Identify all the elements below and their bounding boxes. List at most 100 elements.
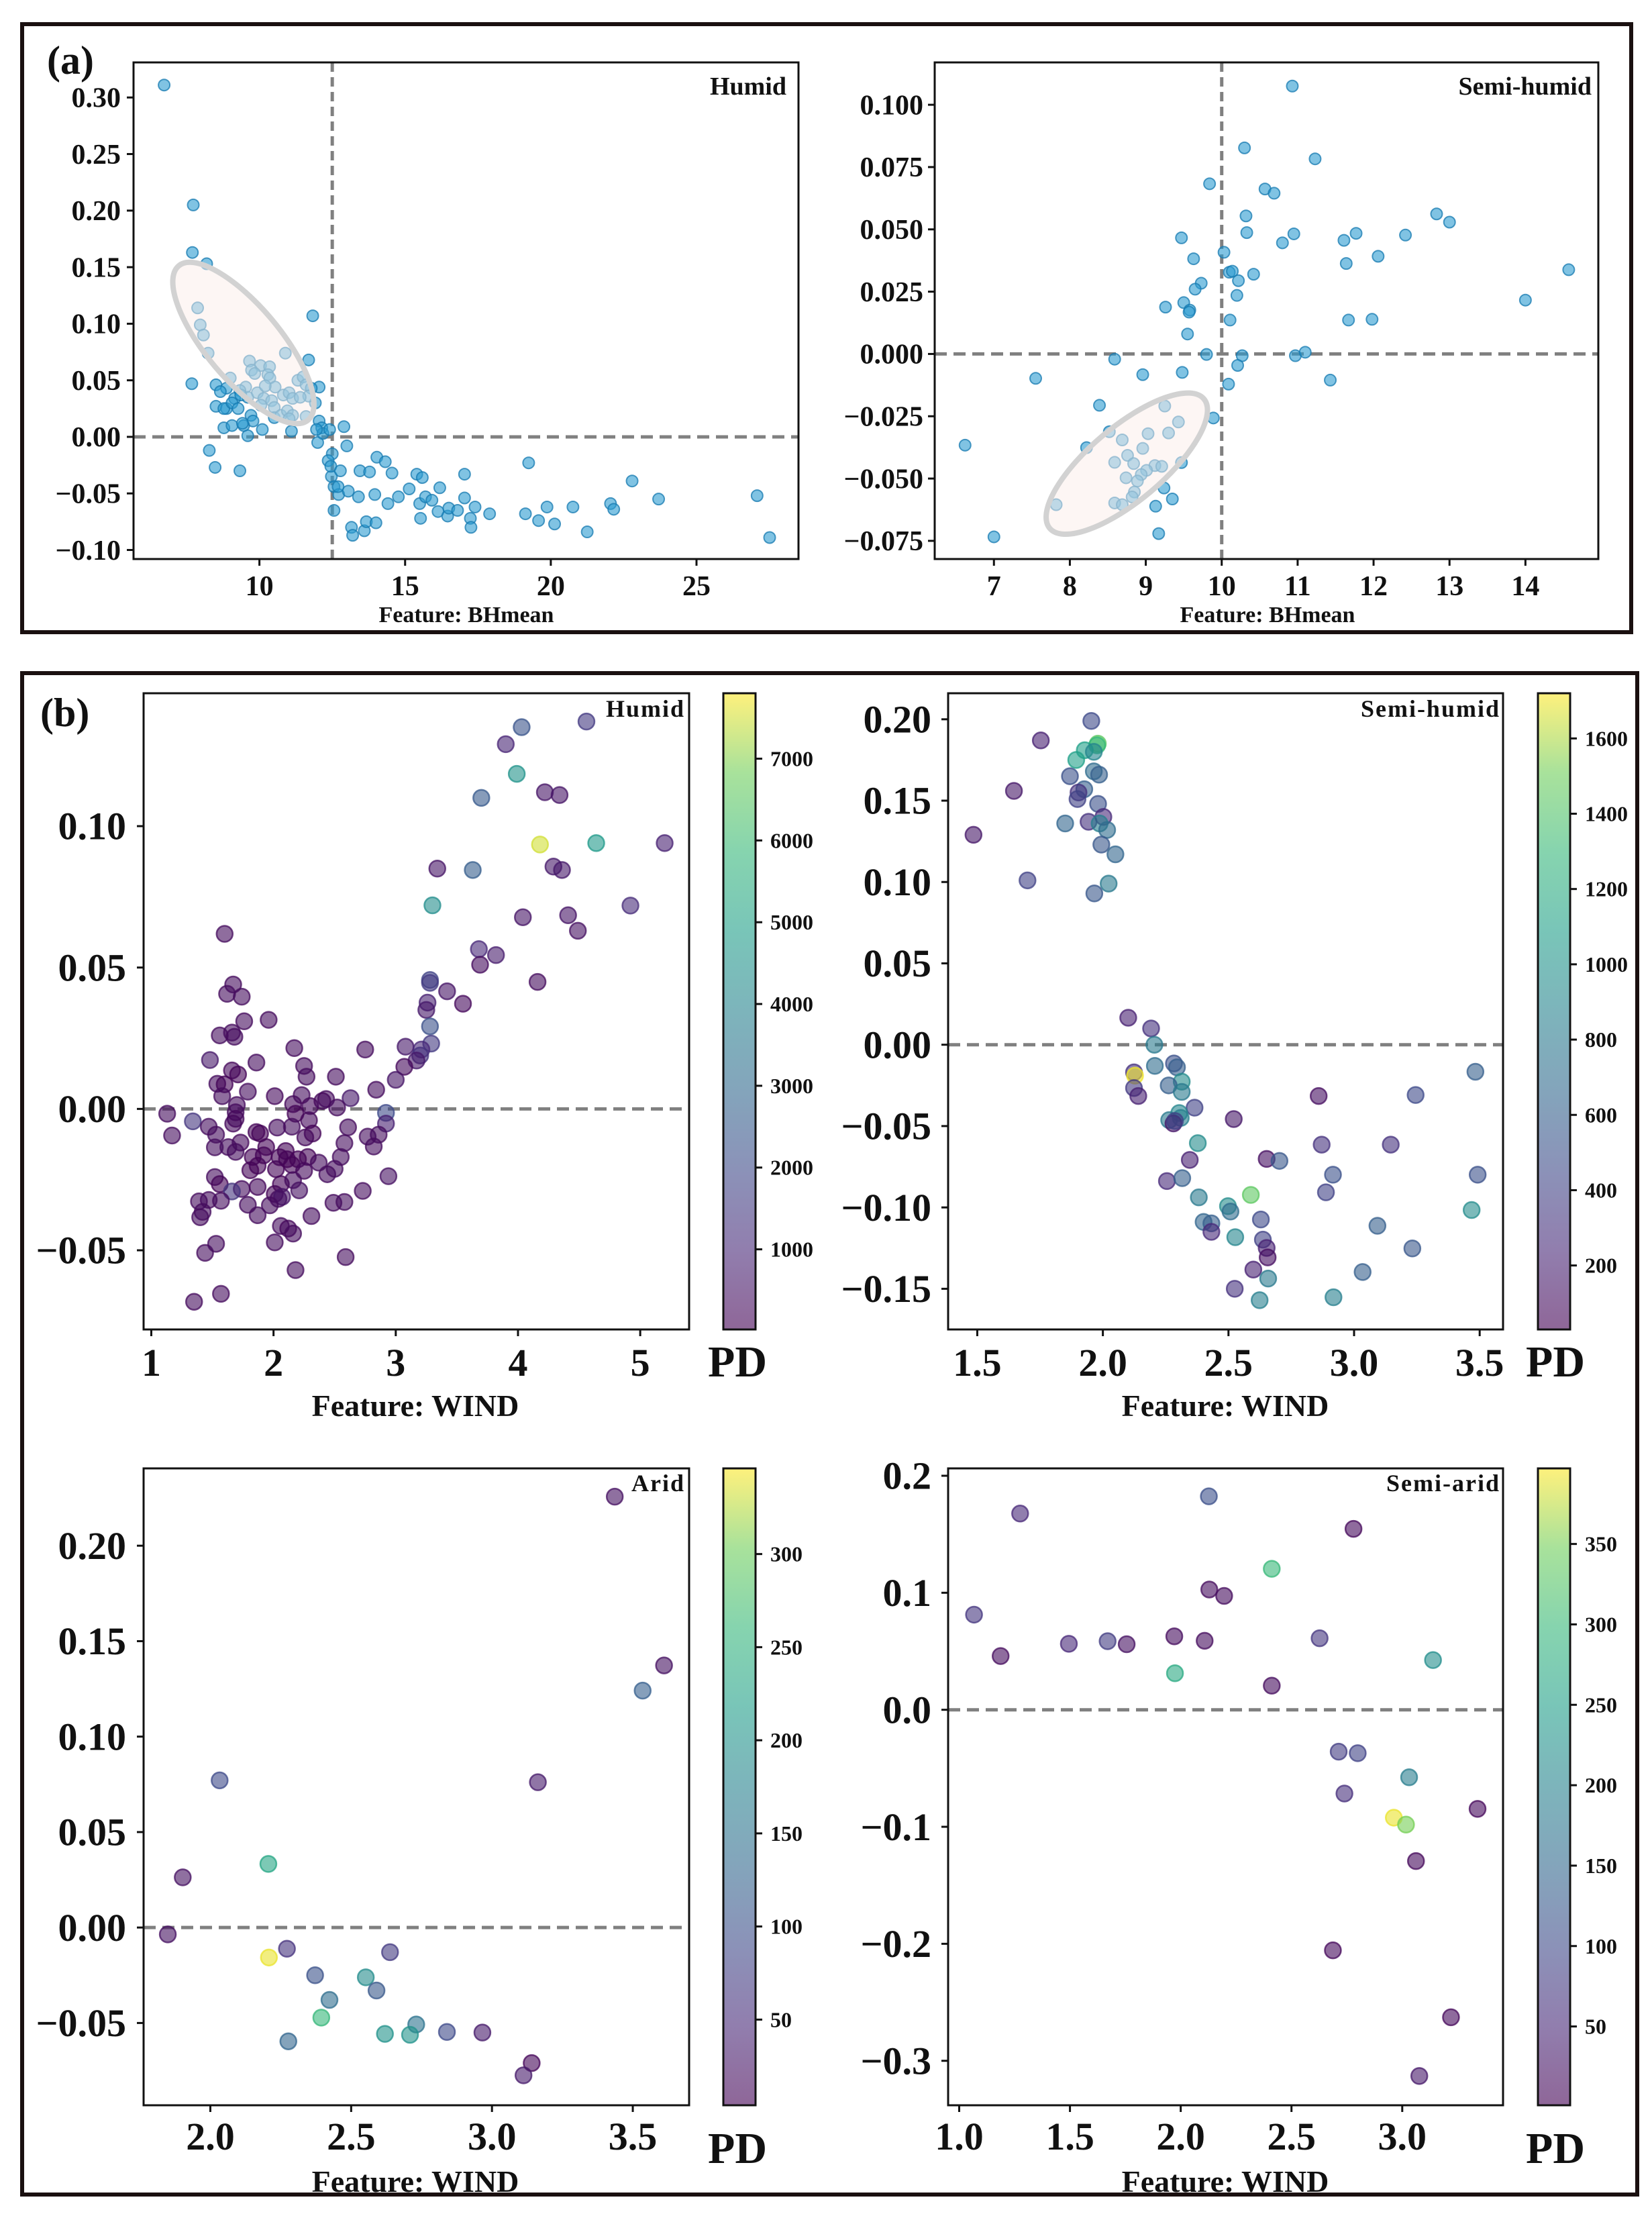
chart-b-semi-humid: 1.5 2.0 2.5 3.0 3.5 −0.15 −0.10 −0.05 0.00 0.05 0.…: [841, 692, 1628, 1423]
data-point: [331, 480, 345, 493]
data-point: [1092, 836, 1111, 854]
colorbar-tick-label: 150: [1585, 1854, 1617, 1878]
data-point: [158, 79, 171, 92]
data-point: [1085, 884, 1104, 903]
y-tick-label: −0.05: [56, 479, 121, 510]
y-tick-label: 0.30: [72, 83, 121, 114]
plot-area: [948, 1487, 1503, 2085]
data-point: [1324, 1941, 1342, 1960]
x-tick-label: 2.0: [1156, 2115, 1205, 2158]
data-point: [1424, 1651, 1442, 1669]
data-point: [1157, 1172, 1176, 1191]
data-point: [580, 525, 594, 539]
colorbar-tick-label: 7000: [770, 746, 813, 770]
data-point: [218, 985, 236, 1003]
colorbar-label: PD: [708, 1338, 767, 1387]
data-point: [1250, 1291, 1269, 1309]
panel-a-frame: [20, 22, 1633, 634]
plot-area: [134, 62, 798, 559]
data-point: [364, 1138, 383, 1156]
data-point: [239, 1082, 257, 1101]
data-point: [1082, 711, 1100, 730]
data-point: [1166, 1664, 1184, 1682]
data-point: [203, 444, 216, 457]
data-point: [1238, 141, 1251, 154]
data-point: [187, 198, 200, 211]
data-point: [320, 1991, 339, 2009]
x-tick-label: 7: [987, 571, 1001, 602]
data-point: [1176, 366, 1189, 379]
data-point: [1202, 1223, 1221, 1241]
data-point: [282, 1117, 301, 1136]
colorbar-tick-label: 300: [1585, 1612, 1617, 1636]
x-axis-label: Feature: WIND: [312, 1389, 519, 1423]
data-point: [302, 1207, 321, 1225]
axes-frame: [947, 1467, 1504, 2107]
x-axis-label: Feature: WIND: [1122, 2164, 1329, 2199]
data-point: [1067, 751, 1086, 769]
y-tick-label: −0.025: [844, 402, 923, 433]
data-point: [486, 946, 505, 964]
data-point: [205, 1138, 224, 1156]
data-point: [395, 1058, 413, 1076]
data-point: [1230, 289, 1243, 302]
data-point: [483, 507, 497, 521]
data-point: [1407, 1852, 1425, 1870]
data-point: [1410, 2067, 1429, 2085]
data-point: [397, 1038, 415, 1056]
data-point: [519, 507, 532, 521]
data-point: [1060, 1635, 1078, 1653]
data-point: [284, 1224, 303, 1243]
data-point: [1222, 377, 1235, 391]
data-point: [568, 921, 587, 940]
x-tick-label: 20: [537, 571, 565, 602]
data-point: [213, 385, 227, 399]
data-point: [1181, 328, 1194, 341]
y-tick-label: 0.100: [860, 90, 924, 121]
data-point: [226, 1143, 245, 1161]
data-point: [1258, 1248, 1277, 1266]
data-point: [464, 521, 478, 534]
y-tick-label: 0.00: [72, 422, 121, 453]
colorbar-tick-label: 5000: [770, 910, 813, 934]
data-point: [1223, 313, 1237, 327]
data-point: [1518, 293, 1532, 307]
y-tick-label: 0.05: [864, 942, 932, 985]
data-point: [313, 1092, 331, 1110]
data-point: [1011, 1505, 1029, 1523]
data-point: [369, 516, 382, 530]
x-tick-label: 3.0: [1378, 2115, 1427, 2158]
data-point: [235, 1012, 254, 1030]
y-tick-label: −0.1: [860, 1805, 931, 1849]
data-point: [1106, 845, 1125, 864]
data-point: [338, 420, 351, 434]
data-point: [958, 438, 972, 452]
y-tick-label: −0.15: [841, 1267, 931, 1311]
data-point: [1339, 257, 1353, 270]
colorbar-tick-label: 600: [1585, 1103, 1617, 1127]
y-tick-label: 0.000: [860, 340, 924, 370]
data-point: [1225, 1280, 1244, 1298]
y-tick-label: 0.00: [864, 1023, 932, 1066]
data-point: [1310, 1629, 1329, 1648]
data-point: [1468, 1166, 1487, 1184]
y-tick-label: 0.20: [864, 698, 932, 742]
colorbar-bar: [1537, 692, 1571, 1331]
data-point: [522, 456, 535, 470]
data-point: [415, 471, 429, 485]
axes-frame: [142, 692, 690, 1331]
highlight-ellipse: [170, 259, 317, 427]
y-tick-label: −0.050: [844, 464, 923, 495]
data-point: [196, 1244, 214, 1262]
y-tick-label: 0.00: [58, 1906, 127, 1950]
x-tick-label: 1.5: [953, 1341, 1002, 1384]
axes-frame: [142, 1467, 690, 2107]
data-point: [1029, 372, 1042, 385]
data-point: [1403, 1240, 1422, 1258]
data-point: [1108, 352, 1121, 366]
data-point: [437, 2023, 456, 2042]
panel-b-frame: [20, 671, 1639, 2197]
data-point: [507, 764, 526, 783]
y-tick-label: −0.2: [860, 1922, 931, 1966]
data-point: [1173, 1169, 1192, 1187]
